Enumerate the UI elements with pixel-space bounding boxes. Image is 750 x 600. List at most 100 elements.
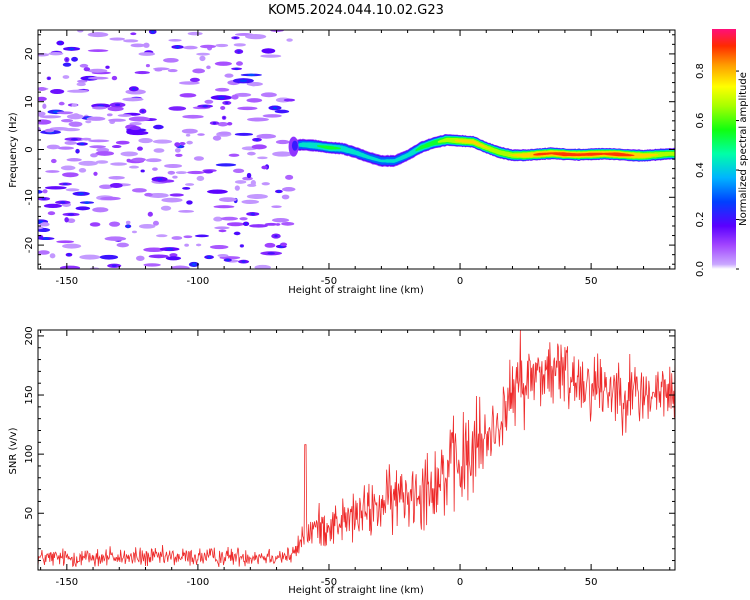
noise-blob bbox=[61, 118, 74, 123]
noise-blob bbox=[245, 34, 267, 40]
noise-core bbox=[202, 104, 208, 108]
noise-blob bbox=[220, 105, 226, 110]
noise-blob bbox=[164, 163, 183, 169]
noise-blob bbox=[62, 243, 82, 249]
noise-blob bbox=[66, 158, 82, 162]
noise-blob bbox=[186, 200, 193, 205]
noise-blob bbox=[117, 114, 132, 117]
noise-blob bbox=[93, 171, 98, 176]
noise-blob bbox=[87, 76, 109, 80]
noise-core bbox=[156, 177, 163, 181]
noise-blob bbox=[182, 114, 204, 119]
noise-blob bbox=[215, 43, 229, 48]
snr-xtick-label: -50 bbox=[321, 577, 337, 588]
snr-xtick-label: 50 bbox=[585, 577, 598, 588]
noise-blob bbox=[38, 225, 44, 230]
noise-blob bbox=[171, 236, 183, 240]
noise-blob bbox=[131, 188, 147, 193]
noise-blob bbox=[187, 170, 205, 175]
noise-blob bbox=[256, 133, 277, 139]
snr-ylabel: SNR (v/v) bbox=[8, 427, 19, 474]
noise-blob bbox=[147, 211, 153, 217]
noise-blob bbox=[257, 156, 268, 160]
noise-blob bbox=[138, 138, 153, 144]
snr-ytick-label: 150 bbox=[24, 385, 35, 404]
noise-blob bbox=[199, 55, 206, 62]
noise-blob bbox=[234, 185, 240, 191]
noise-blob bbox=[152, 139, 173, 144]
noise-blob bbox=[186, 140, 193, 145]
noise-blob bbox=[193, 156, 205, 161]
noise-blob bbox=[170, 265, 190, 269]
noise-blob bbox=[182, 186, 191, 190]
noise-blob bbox=[200, 44, 216, 49]
noise-blob bbox=[251, 144, 267, 150]
noise-blob bbox=[131, 157, 146, 162]
snr-xtick-label: -100 bbox=[187, 577, 210, 588]
noise-blob bbox=[168, 106, 187, 111]
noise-blob bbox=[178, 210, 195, 213]
noise-blob bbox=[68, 121, 83, 127]
noise-blob bbox=[64, 217, 69, 223]
noise-blob bbox=[39, 222, 50, 227]
noise-blob bbox=[128, 165, 140, 169]
noise-blob bbox=[218, 197, 237, 203]
noise-blob bbox=[58, 101, 65, 106]
noise-core bbox=[68, 213, 75, 216]
noise-blob bbox=[38, 96, 47, 102]
noise-blob bbox=[155, 234, 168, 238]
noise-blob bbox=[62, 172, 79, 178]
noise-blob bbox=[134, 71, 150, 75]
noise-blob bbox=[178, 81, 200, 85]
noise-blob bbox=[271, 217, 290, 223]
spectrogram-ytick-label: 10 bbox=[24, 95, 35, 108]
noise-blob bbox=[246, 194, 268, 200]
noise-blob bbox=[271, 205, 282, 209]
noise-core bbox=[68, 47, 75, 51]
noise-blob bbox=[228, 153, 240, 157]
noise-core bbox=[226, 258, 230, 262]
noise-blob bbox=[274, 109, 290, 114]
noise-blob bbox=[46, 144, 60, 150]
noise-blob bbox=[108, 118, 126, 122]
noise-blob bbox=[80, 137, 92, 141]
noise-blob bbox=[179, 142, 186, 146]
noise-blob bbox=[175, 153, 183, 157]
noise-core bbox=[272, 106, 278, 110]
figure-title: KOM5.2024.044.10.02.G23 bbox=[268, 3, 444, 18]
colorbar-tick-label: 0.6 bbox=[695, 113, 706, 129]
colorbar-tick-label: 0.0 bbox=[695, 261, 706, 277]
noise-blob bbox=[169, 253, 178, 257]
noise-blob bbox=[56, 111, 74, 115]
noise-blob bbox=[95, 151, 115, 156]
noise-core bbox=[67, 253, 71, 256]
noise-core bbox=[41, 197, 47, 200]
ridge-contour bbox=[533, 152, 635, 157]
noise-blob bbox=[172, 175, 178, 179]
noise-blob bbox=[48, 51, 64, 56]
noise-blob bbox=[247, 183, 257, 187]
snr-series-line bbox=[38, 330, 675, 568]
colorbar-label: Normalized spectral amplitude bbox=[738, 72, 749, 226]
noise-blob bbox=[153, 124, 164, 130]
noise-blob bbox=[231, 94, 239, 100]
noise-blob bbox=[218, 131, 231, 135]
noise-blob bbox=[275, 223, 281, 226]
noise-blob bbox=[226, 222, 244, 227]
noise-blob bbox=[64, 140, 77, 145]
noise-blob bbox=[189, 77, 200, 83]
noise-blob bbox=[233, 43, 246, 47]
noise-blob bbox=[192, 68, 205, 74]
noise-core bbox=[212, 121, 217, 125]
noise-blob bbox=[123, 39, 139, 43]
noise-blob bbox=[246, 172, 252, 179]
noise-blob bbox=[247, 117, 269, 122]
noise-blob bbox=[76, 82, 86, 87]
noise-blob bbox=[167, 170, 176, 175]
noise-blob bbox=[87, 68, 108, 73]
noise-core bbox=[237, 50, 241, 53]
noise-blob bbox=[128, 116, 150, 122]
noise-core bbox=[111, 264, 117, 267]
noise-blob bbox=[203, 169, 214, 174]
noise-blob bbox=[126, 158, 131, 163]
